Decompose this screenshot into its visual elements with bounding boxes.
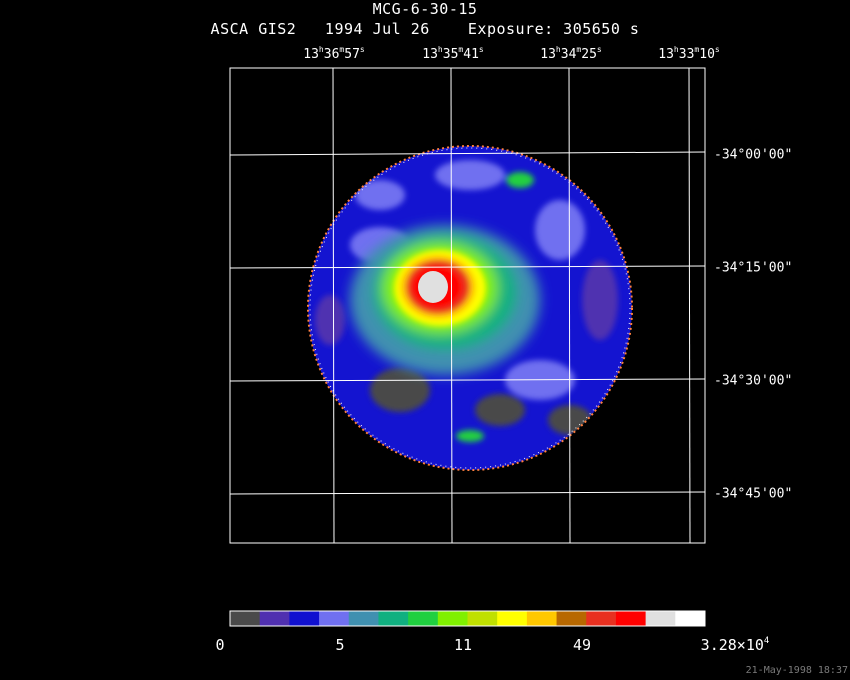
colorbar-tick-0: 0	[215, 636, 225, 654]
dec-label-4: -34°45'00"	[714, 486, 793, 502]
colorbar-swatch	[348, 611, 379, 626]
colorbar-swatch	[437, 611, 468, 626]
dec-label-2: -34°15'00"	[714, 260, 793, 276]
colorbar-swatch	[556, 611, 587, 626]
colorbar-swatch	[586, 611, 617, 626]
colorbar-tick-11: 11	[453, 636, 473, 654]
timestamp: 21-May-1998 18:37	[745, 665, 848, 676]
ra-label-2: 13h35m41s	[422, 45, 484, 62]
detector-field	[308, 146, 632, 470]
object-title: MCG-6-30-15	[372, 0, 478, 18]
colorbar-tick-max: 3.28×104	[700, 636, 770, 654]
colorbar-swatch	[319, 611, 350, 626]
colorbar-swatch	[526, 611, 558, 626]
colorbar	[229, 610, 706, 627]
ra-label-1: 13h36m57s	[303, 45, 365, 62]
colorbar-swatch	[497, 611, 528, 626]
dec-label-3: -34°30'00"	[714, 373, 793, 389]
colorbar-swatch	[289, 611, 320, 626]
colorbar-tick-49: 49	[572, 636, 592, 654]
observation-info: ASCA GIS2 1994 Jul 26 Exposure: 305650 s	[210, 20, 640, 38]
colorbar-swatch	[378, 611, 409, 626]
colorbar-swatch	[467, 611, 498, 626]
colorbar-swatch	[408, 611, 439, 626]
ra-label-3: 13h34m25s	[540, 45, 602, 62]
colorbar-swatch	[230, 611, 261, 626]
colorbar-tick-5: 5	[335, 636, 345, 654]
colorbar-swatch	[645, 611, 676, 626]
coordinate-grid	[229, 67, 706, 544]
colorbar-frame	[229, 610, 706, 627]
colorbar-swatch	[615, 611, 647, 626]
dec-label-1: -34°00'00"	[714, 147, 793, 163]
colorbar-swatch	[259, 611, 290, 626]
ra-label-4: 13h33m10s	[658, 45, 720, 62]
colorbar-swatch	[675, 611, 706, 626]
